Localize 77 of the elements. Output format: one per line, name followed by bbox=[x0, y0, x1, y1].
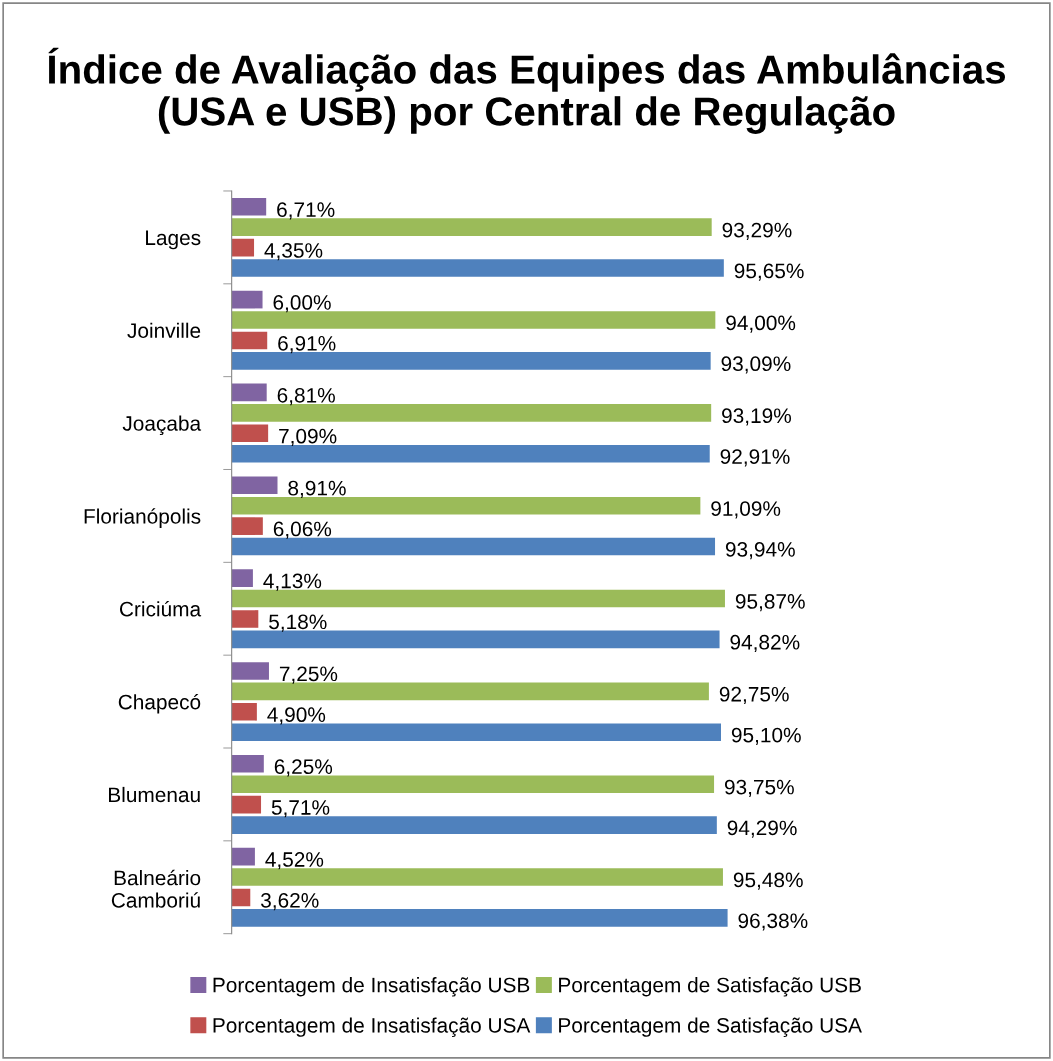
bar bbox=[231, 723, 721, 742]
legend-label: Porcentagem de Satisfação USA bbox=[559, 1017, 862, 1037]
bar bbox=[231, 311, 716, 329]
data-label: 95,65% bbox=[734, 263, 804, 281]
legend-label: Porcentagem de Satisfação USB bbox=[559, 977, 861, 997]
data-label: 4,13% bbox=[263, 573, 322, 591]
bar bbox=[231, 517, 263, 535]
data-label: 94,82% bbox=[730, 634, 800, 653]
bar bbox=[231, 290, 263, 309]
data-label: 95,10% bbox=[731, 727, 801, 745]
data-label: 92,75% bbox=[719, 686, 789, 705]
bar bbox=[231, 662, 269, 680]
bar bbox=[231, 197, 267, 216]
bar bbox=[231, 847, 255, 866]
bar bbox=[231, 404, 712, 422]
bar bbox=[231, 868, 723, 886]
data-label: 94,00% bbox=[726, 315, 796, 333]
bar bbox=[231, 352, 711, 370]
bar bbox=[231, 218, 712, 237]
legend-label: Porcentagem de Insatisfação USA bbox=[213, 1017, 531, 1037]
data-label: 91,09% bbox=[711, 501, 781, 519]
data-label: 94,29% bbox=[727, 820, 797, 838]
data-label: 5,18% bbox=[269, 614, 327, 632]
chart-title: Índice de Avaliação das Equipes das Ambulâncias (USA e USB) por Central de Regulação bbox=[48, 47, 1006, 134]
bar bbox=[231, 775, 715, 794]
bar bbox=[231, 630, 720, 649]
data-label: 92,91% bbox=[720, 449, 790, 467]
data-label: 6,25% bbox=[274, 759, 333, 777]
data-label: 6,06% bbox=[273, 521, 332, 539]
bar bbox=[231, 259, 724, 277]
y-tick-label: Joaçaba bbox=[122, 415, 202, 436]
data-label: 96,38% bbox=[738, 913, 808, 931]
bar bbox=[231, 610, 259, 628]
bar bbox=[231, 795, 262, 814]
bar bbox=[231, 444, 710, 463]
bar bbox=[231, 589, 725, 608]
y-tick-label: Florianópolis bbox=[84, 508, 201, 528]
data-label: 4,52% bbox=[265, 852, 324, 870]
bar bbox=[231, 424, 269, 443]
data-label: 93,09% bbox=[721, 356, 791, 374]
data-label: 6,81% bbox=[277, 387, 335, 406]
y-tick-label: Criciúma bbox=[119, 600, 202, 617]
bar bbox=[231, 476, 278, 495]
data-label: 5,71% bbox=[271, 800, 330, 818]
data-label: 6,00% bbox=[273, 295, 331, 313]
bar bbox=[231, 888, 251, 907]
y-tick-label: Lages bbox=[146, 230, 201, 250]
bar bbox=[231, 496, 701, 515]
data-label: 4,35% bbox=[264, 243, 323, 261]
y-tick-label: Joinville bbox=[127, 322, 201, 338]
legend-label: Porcentagem de Insatisfação USB bbox=[213, 977, 530, 997]
bar bbox=[231, 909, 728, 927]
data-label: 8,91% bbox=[288, 480, 346, 498]
data-label: 7,25% bbox=[279, 666, 338, 684]
y-tick-label: Blumenau bbox=[109, 786, 200, 803]
bar bbox=[231, 569, 253, 587]
data-label: 95,87% bbox=[735, 594, 805, 612]
data-label: 95,48% bbox=[733, 872, 803, 890]
data-label: 6,91% bbox=[278, 335, 336, 354]
data-label: 7,09% bbox=[279, 428, 337, 446]
y-tick-label: Chapecó bbox=[118, 693, 201, 714]
data-label: 6,71% bbox=[277, 202, 335, 220]
data-label: 93,19% bbox=[722, 408, 792, 426]
data-label: 93,94% bbox=[725, 542, 795, 560]
bar bbox=[231, 754, 264, 773]
y-tick-label: Balneário Camboriú bbox=[111, 869, 201, 908]
bar bbox=[231, 331, 268, 350]
bar bbox=[231, 816, 717, 834]
data-label: 93,29% bbox=[722, 222, 792, 240]
bar bbox=[231, 702, 257, 721]
bar bbox=[231, 682, 709, 701]
data-label: 93,75% bbox=[724, 779, 794, 797]
bar bbox=[231, 383, 267, 402]
bar bbox=[231, 238, 255, 257]
data-label: 4,90% bbox=[267, 707, 326, 725]
bar bbox=[231, 537, 716, 556]
data-label: 3,62% bbox=[261, 892, 319, 911]
